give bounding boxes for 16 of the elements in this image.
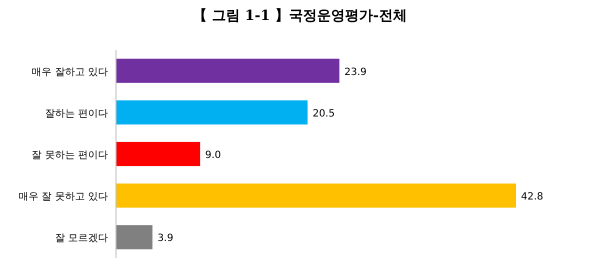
y-tick-label: 잘하는 편이다 [44, 108, 108, 120]
data-label: 3.9 [157, 233, 174, 244]
data-label: 20.5 [312, 108, 335, 120]
y-tick-label: 잘 모르겠다 [54, 233, 108, 244]
y-tick-label: 잘 못하는 편이다 [32, 150, 108, 161]
y-tick-label: 매우 잘하고 있다 [32, 66, 108, 78]
bar [116, 184, 516, 208]
data-label: 9.0 [205, 150, 222, 161]
data-label: 23.9 [344, 66, 367, 78]
bar [116, 100, 308, 124]
bar [116, 225, 152, 250]
bar [116, 58, 340, 83]
bar [116, 142, 200, 166]
data-label: 42.8 [521, 192, 544, 203]
chart-title: 【 그림 1-1 】국정운영평가-전체 [193, 8, 407, 24]
y-tick-label: 매우 잘 못하고 있다 [18, 192, 108, 203]
